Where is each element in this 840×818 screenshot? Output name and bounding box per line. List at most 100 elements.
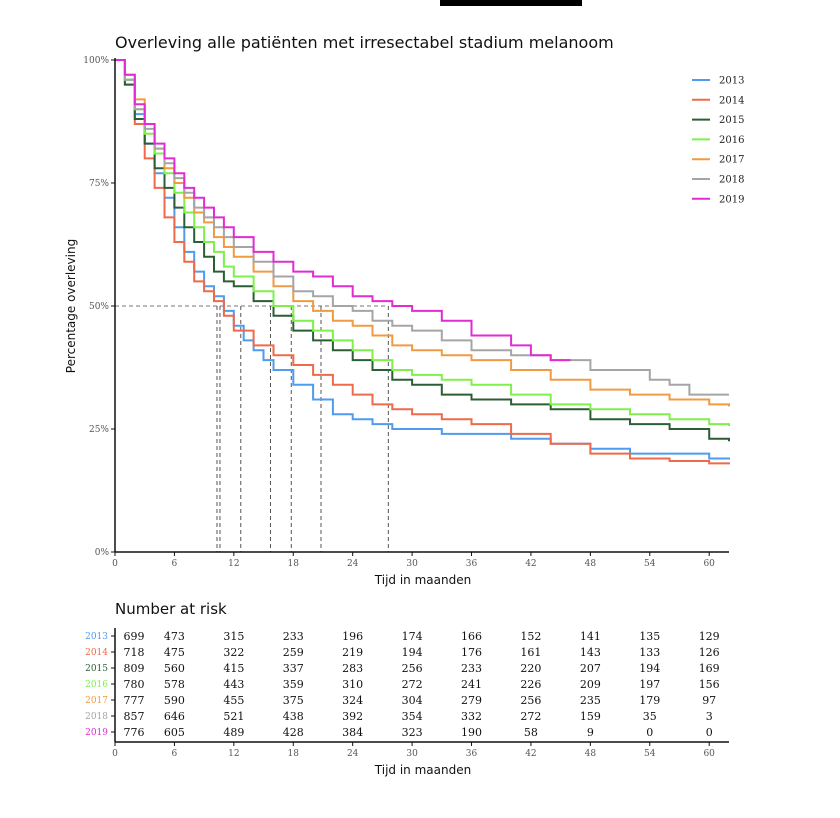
risk-value: 415 [223,662,244,675]
risk-value: 776 [124,726,145,739]
legend-label-2017: 2017 [719,155,744,166]
risk-x-tick-label: 6 [172,749,178,759]
risk-value: 455 [223,694,244,707]
risk-x-axis-label: Tijd in maanden [374,763,471,777]
risk-value: 209 [580,678,601,691]
risk-row-label-2018: 2018 [85,712,108,722]
risk-value: 521 [223,710,244,723]
legend-label-2013: 2013 [719,76,744,87]
risk-value: 3 [706,710,713,723]
risk-value: 256 [402,662,423,675]
x-tick-label: 54 [644,559,656,569]
risk-row-label-2013: 2013 [85,632,108,642]
risk-value: 159 [580,710,601,723]
risk-value: 438 [283,710,304,723]
x-tick-label: 12 [228,559,239,569]
risk-value: 169 [699,662,720,675]
series-line-2018 [115,59,729,396]
risk-value: 207 [580,662,601,675]
risk-value: 233 [283,630,304,643]
risk-value: 578 [164,678,185,691]
risk-value: 58 [524,726,538,739]
risk-x-tick-label: 30 [406,749,418,759]
legend-label-2018: 2018 [719,175,744,186]
x-axis-label: Tijd in maanden [374,573,471,587]
risk-value: 272 [402,678,423,691]
risk-value: 126 [699,646,720,659]
risk-row-label-2019: 2019 [85,728,108,738]
risk-value: 161 [520,646,541,659]
risk-value: 646 [164,710,185,723]
risk-value: 857 [124,710,145,723]
risk-value: 256 [520,694,541,707]
risk-value: 323 [402,726,423,739]
cropped-heading-fragment [440,0,582,6]
series-line-2014 [115,59,730,465]
risk-value: 375 [283,694,304,707]
risk-value: 194 [639,662,660,675]
x-tick-label: 48 [585,559,597,569]
risk-value: 279 [461,694,482,707]
risk-value: 241 [461,678,482,691]
series-line-2013 [115,59,730,460]
risk-value: 174 [402,630,423,643]
risk-value: 322 [223,646,244,659]
risk-value: 354 [402,710,423,723]
series-line-2016 [115,59,730,426]
legend: 2013 2014 2015 2016 2017 2018 2019 [692,76,744,205]
y-tick-label: 75% [89,179,109,189]
risk-value: 219 [342,646,363,659]
risk-value: 135 [639,630,660,643]
risk-value: 133 [639,646,660,659]
risk-value: 259 [283,646,304,659]
risk-value: 179 [639,694,660,707]
risk-value: 777 [124,694,145,707]
risk-value: 166 [461,630,482,643]
plot-area: 0% 25% 50% 75% 100% 0 6 12 18 24 30 36 42 48 54 60 [83,56,730,569]
risk-value: 235 [580,694,601,707]
risk-value: 194 [402,646,423,659]
risk-value: 780 [124,678,145,691]
risk-value: 718 [124,646,145,659]
risk-x-tick-label: 24 [347,749,359,759]
risk-value: 324 [342,694,363,707]
y-tick-label: 25% [89,425,109,435]
risk-value: 129 [699,630,720,643]
risk-x-tick-label: 48 [585,749,597,759]
risk-x-tick-label: 36 [466,749,478,759]
risk-value: 220 [520,662,541,675]
risk-value: 0 [706,726,713,739]
x-tick-label: 36 [466,559,478,569]
risk-value: 699 [124,630,145,643]
risk-value: 97 [702,694,716,707]
risk-value: 233 [461,662,482,675]
risk-value: 9 [587,726,594,739]
risk-value: 156 [699,678,720,691]
risk-value: 489 [223,726,244,739]
y-tick-label: 50% [89,302,109,312]
risk-value: 226 [520,678,541,691]
risk-value: 152 [520,630,541,643]
legend-label-2019: 2019 [719,194,744,205]
y-tick-label: 0% [95,548,110,558]
risk-value: 315 [223,630,244,643]
risk-value: 35 [643,710,657,723]
risk-value: 332 [461,710,482,723]
risk-value: 196 [342,630,363,643]
risk-value: 359 [283,678,304,691]
risk-x-tick-label: 0 [112,749,118,759]
y-axis-label: Percentage overleving [64,239,78,373]
series-line-2015 [115,59,730,442]
series-line-2017 [115,59,730,407]
x-tick-label: 0 [112,559,118,569]
risk-value: 141 [580,630,601,643]
risk-value: 392 [342,710,363,723]
legend-label-2015: 2015 [719,115,744,126]
risk-value: 605 [164,726,185,739]
risk-value: 176 [461,646,482,659]
legend-label-2016: 2016 [719,135,744,146]
risk-value: 0 [646,726,653,739]
x-tick-label: 6 [172,559,178,569]
x-tick-label: 24 [347,559,359,569]
